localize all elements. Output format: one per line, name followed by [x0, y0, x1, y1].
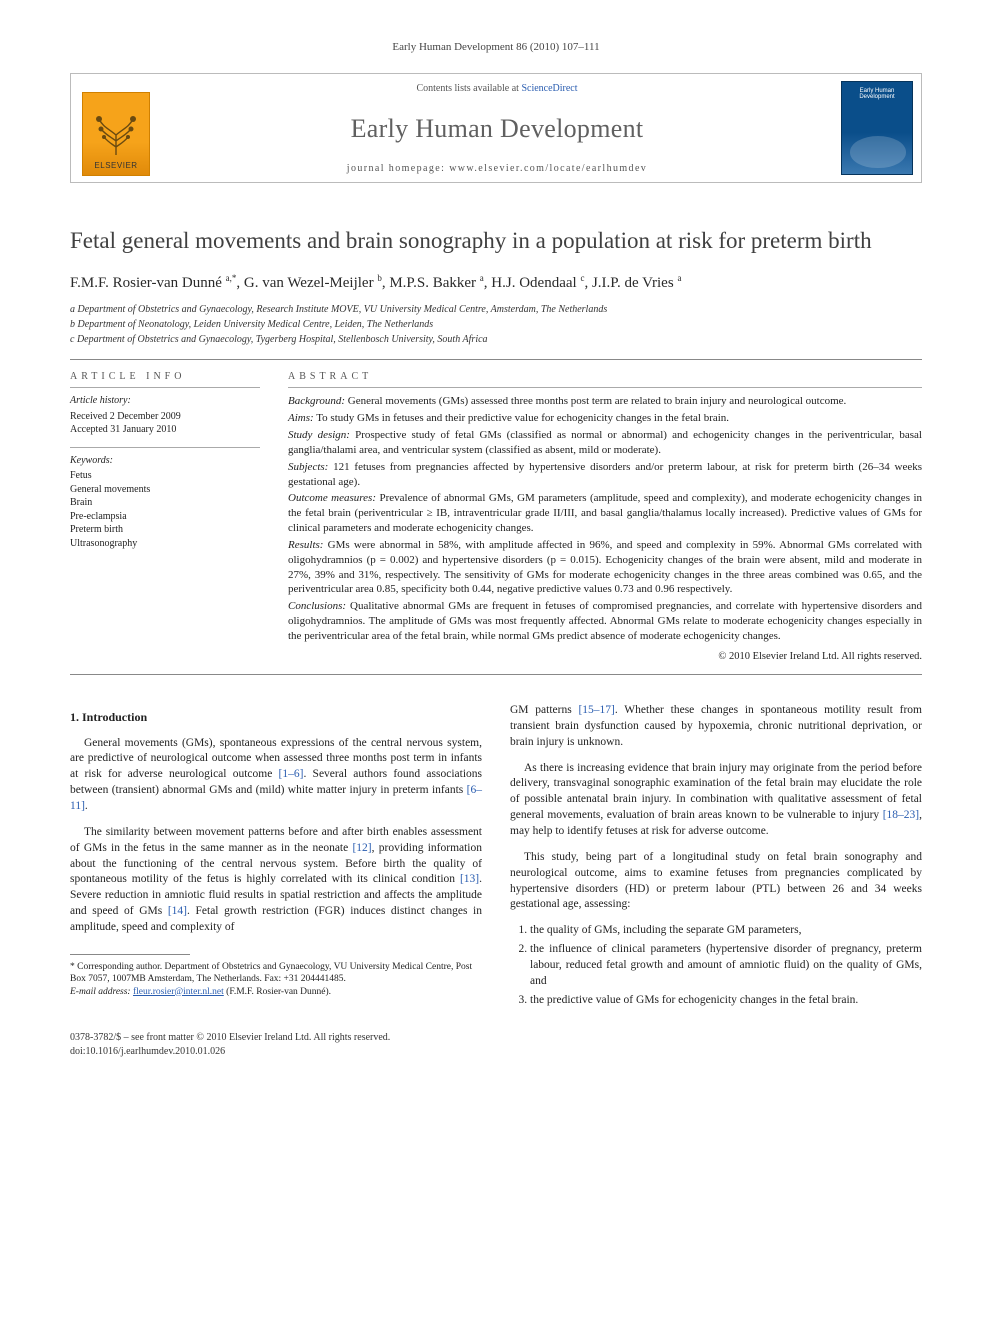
contents-line: Contents lists available at ScienceDirec… — [165, 82, 829, 96]
homepage-prefix: journal homepage: — [347, 163, 449, 174]
footer-line-1: 0378-3782/$ – see front matter © 2010 El… — [70, 1031, 922, 1045]
email-link[interactable]: fleur.rosier@inter.nl.net — [133, 987, 224, 997]
journal-banner: ELSEVIER Contents lists available at Sci… — [70, 73, 922, 183]
body-columns: 1. Introduction General movements (GMs),… — [70, 703, 922, 1013]
tree-icon — [91, 107, 141, 159]
history-title: Article history: — [70, 394, 260, 408]
affiliations: a Department of Obstetrics and Gynaecolo… — [70, 303, 922, 347]
list-item: the influence of clinical parameters (hy… — [530, 942, 922, 990]
list-item: the predictive value of GMs for echogeni… — [530, 993, 922, 1009]
email-label: E-mail address: — [70, 987, 133, 997]
footer-line-2: doi:10.1016/j.earlhumdev.2010.01.026 — [70, 1045, 922, 1059]
elsevier-brand-text: ELSEVIER — [94, 161, 137, 172]
keywords-title: Keywords: — [70, 454, 260, 468]
article-title: Fetal general movements and brain sonogr… — [70, 227, 922, 256]
footnote-separator — [70, 954, 190, 955]
citation-link[interactable]: [18–23] — [883, 809, 919, 821]
page-footer: 0378-3782/$ – see front matter © 2010 El… — [70, 1031, 922, 1058]
banner-left: ELSEVIER — [71, 74, 161, 182]
homepage-url[interactable]: www.elsevier.com/locate/earlhumdev — [449, 163, 647, 174]
journal-name: Early Human Development — [165, 111, 829, 146]
body-para: The similarity between movement patterns… — [70, 825, 482, 936]
abstract-label: ABSTRACT — [288, 370, 922, 384]
keyword: General movements — [70, 483, 260, 497]
aims-list: the quality of GMs, including the separa… — [530, 923, 922, 1008]
body-para: As there is increasing evidence that bra… — [510, 761, 922, 840]
keyword: Fetus — [70, 469, 260, 483]
received-line: Received 2 December 2009 — [70, 410, 260, 424]
keyword: Pre-eclampsia — [70, 510, 260, 524]
homepage-line: journal homepage: www.elsevier.com/locat… — [165, 162, 829, 176]
citation-link[interactable]: [13] — [460, 873, 479, 885]
info-rule-2 — [70, 447, 260, 448]
list-item: the quality of GMs, including the separa… — [530, 923, 922, 939]
keyword: Preterm birth — [70, 523, 260, 537]
info-rule-1 — [70, 387, 260, 388]
citation-link[interactable]: [14] — [168, 905, 187, 917]
citation-link[interactable]: [12] — [352, 842, 371, 854]
section-heading-intro: 1. Introduction — [70, 709, 482, 726]
running-header: Early Human Development 86 (2010) 107–11… — [70, 40, 922, 55]
citation-link[interactable]: [15–17] — [578, 704, 614, 716]
cover-title: Early Human Development — [842, 88, 912, 101]
rule-top — [70, 359, 922, 360]
accepted-line: Accepted 31 January 2010 — [70, 423, 260, 437]
banner-center: Contents lists available at ScienceDirec… — [161, 74, 833, 182]
elsevier-logo: ELSEVIER — [82, 92, 150, 176]
affiliation-b: b Department of Neonatology, Leiden Univ… — [70, 318, 922, 332]
abstract-column: ABSTRACT Background: General movements (… — [288, 370, 922, 664]
citation-link[interactable]: [6–11] — [70, 784, 482, 812]
sciencedirect-link[interactable]: ScienceDirect — [521, 83, 577, 94]
info-abstract-row: ARTICLE INFO Article history: Received 2… — [70, 370, 922, 664]
affiliation-c: c Department of Obstetrics and Gynaecolo… — [70, 333, 922, 347]
journal-cover-thumb: Early Human Development — [841, 81, 913, 175]
authors-line: F.M.F. Rosier-van Dunné a,*, G. van Weze… — [70, 272, 922, 293]
keywords-list: Fetus General movements Brain Pre-eclamp… — [70, 469, 260, 550]
article-info-column: ARTICLE INFO Article history: Received 2… — [70, 370, 260, 664]
keyword: Ultrasonography — [70, 537, 260, 551]
body-para: General movements (GMs), spontaneous exp… — [70, 736, 482, 815]
banner-right: Early Human Development — [833, 74, 921, 182]
body-para: GM patterns [15–17]. Whether these chang… — [510, 703, 922, 751]
rule-bottom — [70, 674, 922, 675]
abs-rule — [288, 387, 922, 388]
contents-prefix: Contents lists available at — [416, 83, 521, 94]
keyword: Brain — [70, 496, 260, 510]
body-para: This study, being part of a longitudinal… — [510, 850, 922, 913]
footnote-corresponding: * Corresponding author. Department of Ob… — [70, 962, 472, 984]
article-info-label: ARTICLE INFO — [70, 370, 260, 384]
citation-link[interactable]: [1–6] — [279, 768, 304, 780]
corresponding-footnote: * Corresponding author. Department of Ob… — [70, 961, 482, 998]
abstract-copyright: © 2010 Elsevier Ireland Ltd. All rights … — [288, 650, 922, 664]
affiliation-a: a Department of Obstetrics and Gynaecolo… — [70, 303, 922, 317]
abstract-body: Background: General movements (GMs) asse… — [288, 394, 922, 644]
email-tail: (F.M.F. Rosier-van Dunné). — [226, 987, 331, 997]
